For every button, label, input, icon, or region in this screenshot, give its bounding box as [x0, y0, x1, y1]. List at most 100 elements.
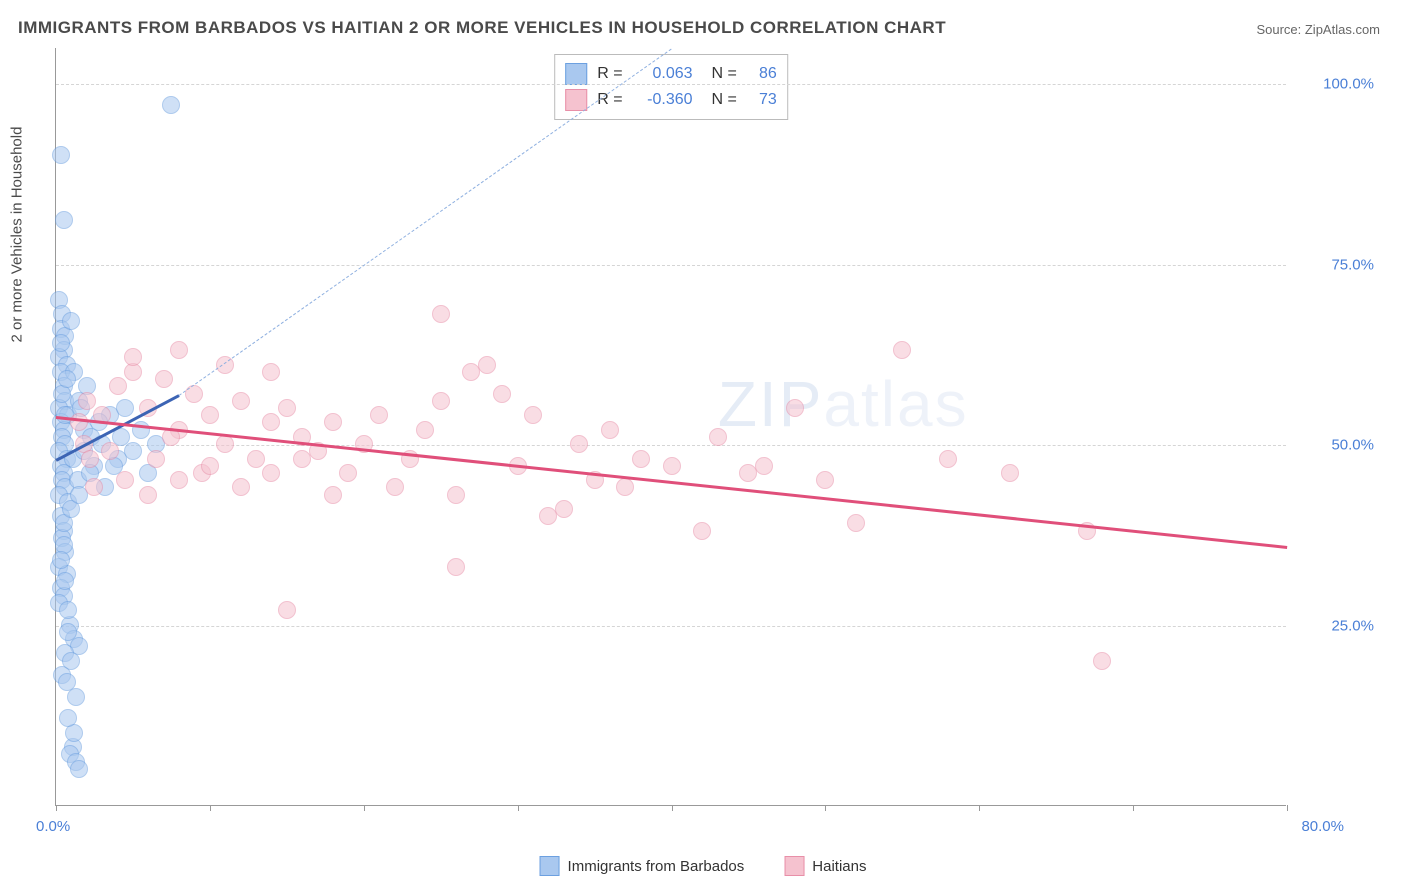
x-tick	[56, 805, 57, 811]
data-point	[447, 558, 465, 576]
data-point	[52, 551, 70, 569]
data-point	[293, 450, 311, 468]
data-point	[524, 406, 542, 424]
stat-row: R =0.063 N =86	[565, 61, 777, 87]
data-point	[81, 450, 99, 468]
data-point	[124, 348, 142, 366]
data-point	[85, 478, 103, 496]
data-point	[386, 478, 404, 496]
data-point	[139, 486, 157, 504]
data-point	[62, 312, 80, 330]
data-point	[262, 464, 280, 482]
data-point	[939, 450, 957, 468]
data-point	[216, 435, 234, 453]
data-point	[278, 601, 296, 619]
data-point	[170, 471, 188, 489]
data-point	[162, 96, 180, 114]
legend-label: Haitians	[812, 858, 866, 875]
legend-swatch	[540, 856, 560, 876]
data-point	[52, 146, 70, 164]
data-point	[432, 305, 450, 323]
data-point	[893, 341, 911, 359]
gridline	[56, 84, 1286, 85]
data-point	[709, 428, 727, 446]
source-attribution: Source: ZipAtlas.com	[1256, 22, 1380, 37]
y-tick-label: 75.0%	[1294, 256, 1374, 273]
x-tick	[518, 805, 519, 811]
data-point	[101, 442, 119, 460]
data-point	[816, 471, 834, 489]
data-point	[201, 457, 219, 475]
data-point	[116, 399, 134, 417]
data-point	[1001, 464, 1019, 482]
data-point	[324, 486, 342, 504]
data-point	[124, 442, 142, 460]
data-point	[155, 370, 173, 388]
y-tick-label: 50.0%	[1294, 437, 1374, 454]
stat-r-label: R =	[597, 91, 622, 109]
legend-item: Immigrants from Barbados	[540, 856, 745, 876]
x-tick	[1287, 805, 1288, 811]
data-point	[201, 406, 219, 424]
data-point	[56, 572, 74, 590]
extrapolation-line	[179, 48, 672, 395]
stat-n-label: N =	[703, 91, 737, 109]
data-point	[170, 341, 188, 359]
data-point	[278, 399, 296, 417]
gridline	[56, 445, 1286, 446]
plot-region: ZIPatlas R =0.063 N =86R =-0.360 N =73 0…	[55, 48, 1286, 806]
stat-n-label: N =	[703, 65, 737, 83]
data-point	[262, 363, 280, 381]
x-tick	[1133, 805, 1134, 811]
data-point	[58, 370, 76, 388]
data-point	[232, 392, 250, 410]
data-point	[693, 522, 711, 540]
data-point	[109, 377, 127, 395]
data-point	[755, 457, 773, 475]
stat-n-value: 86	[747, 65, 777, 83]
data-point	[339, 464, 357, 482]
data-point	[1093, 652, 1111, 670]
data-point	[555, 500, 573, 518]
data-point	[416, 421, 434, 439]
y-tick-label: 100.0%	[1294, 76, 1374, 93]
stat-swatch	[565, 89, 587, 111]
x-tick	[210, 805, 211, 811]
data-point	[52, 334, 70, 352]
stat-swatch	[565, 63, 587, 85]
y-tick-label: 25.0%	[1294, 617, 1374, 634]
data-point	[262, 413, 280, 431]
data-point	[570, 435, 588, 453]
x-tick	[979, 805, 980, 811]
chart-area: 2 or more Vehicles in Household ZIPatlas…	[55, 48, 1386, 836]
legend-swatch	[784, 856, 804, 876]
data-point	[616, 478, 634, 496]
gridline	[56, 626, 1286, 627]
data-point	[632, 450, 650, 468]
legend-item: Haitians	[784, 856, 866, 876]
data-point	[493, 385, 511, 403]
y-axis-label: 2 or more Vehicles in Household	[9, 127, 26, 343]
watermark: ZIPatlas	[718, 367, 969, 441]
legend: Immigrants from Barbados Haitians	[540, 856, 867, 876]
data-point	[116, 471, 134, 489]
stat-r-label: R =	[597, 65, 622, 83]
legend-label: Immigrants from Barbados	[568, 858, 745, 875]
data-point	[663, 457, 681, 475]
data-point	[70, 413, 88, 431]
data-point	[147, 450, 165, 468]
x-tick	[364, 805, 365, 811]
data-point	[478, 356, 496, 374]
data-point	[59, 709, 77, 727]
data-point	[432, 392, 450, 410]
data-point	[247, 450, 265, 468]
data-point	[370, 406, 388, 424]
correlation-stats-box: R =0.063 N =86R =-0.360 N =73	[554, 54, 788, 120]
data-point	[847, 514, 865, 532]
stat-n-value: 73	[747, 91, 777, 109]
data-point	[70, 760, 88, 778]
x-tick	[825, 805, 826, 811]
data-point	[232, 478, 250, 496]
x-axis-min-label: 0.0%	[36, 818, 70, 835]
data-point	[324, 413, 342, 431]
